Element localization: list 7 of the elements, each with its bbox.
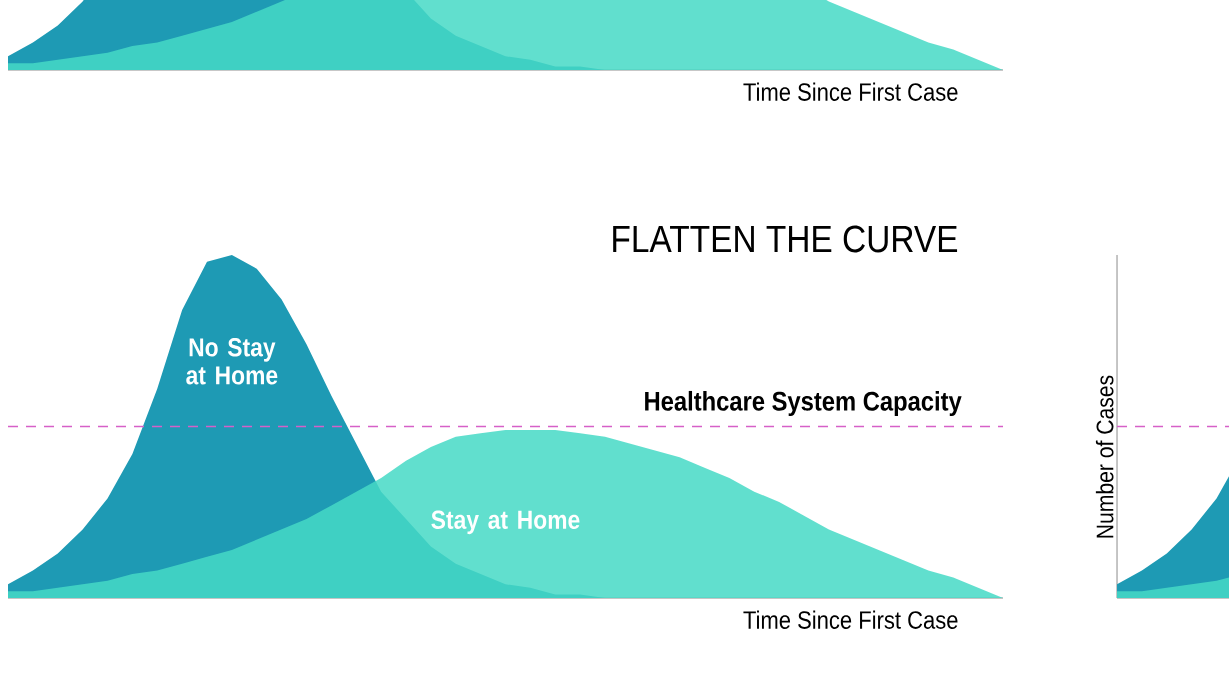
series-label: Stay at Home bbox=[431, 510, 580, 535]
series-label: No Stay at Home bbox=[186, 338, 278, 385]
chart-title: FLATTEN THE CURVE bbox=[613, 225, 958, 253]
x-axis-title: Time Since First Case bbox=[743, 610, 958, 629]
x-axis-title: Time Since First Case bbox=[743, 82, 958, 101]
y-axis-title: Number of Cases bbox=[1095, 375, 1114, 538]
ref-line-label: Healthcare System Capacity bbox=[645, 390, 962, 417]
